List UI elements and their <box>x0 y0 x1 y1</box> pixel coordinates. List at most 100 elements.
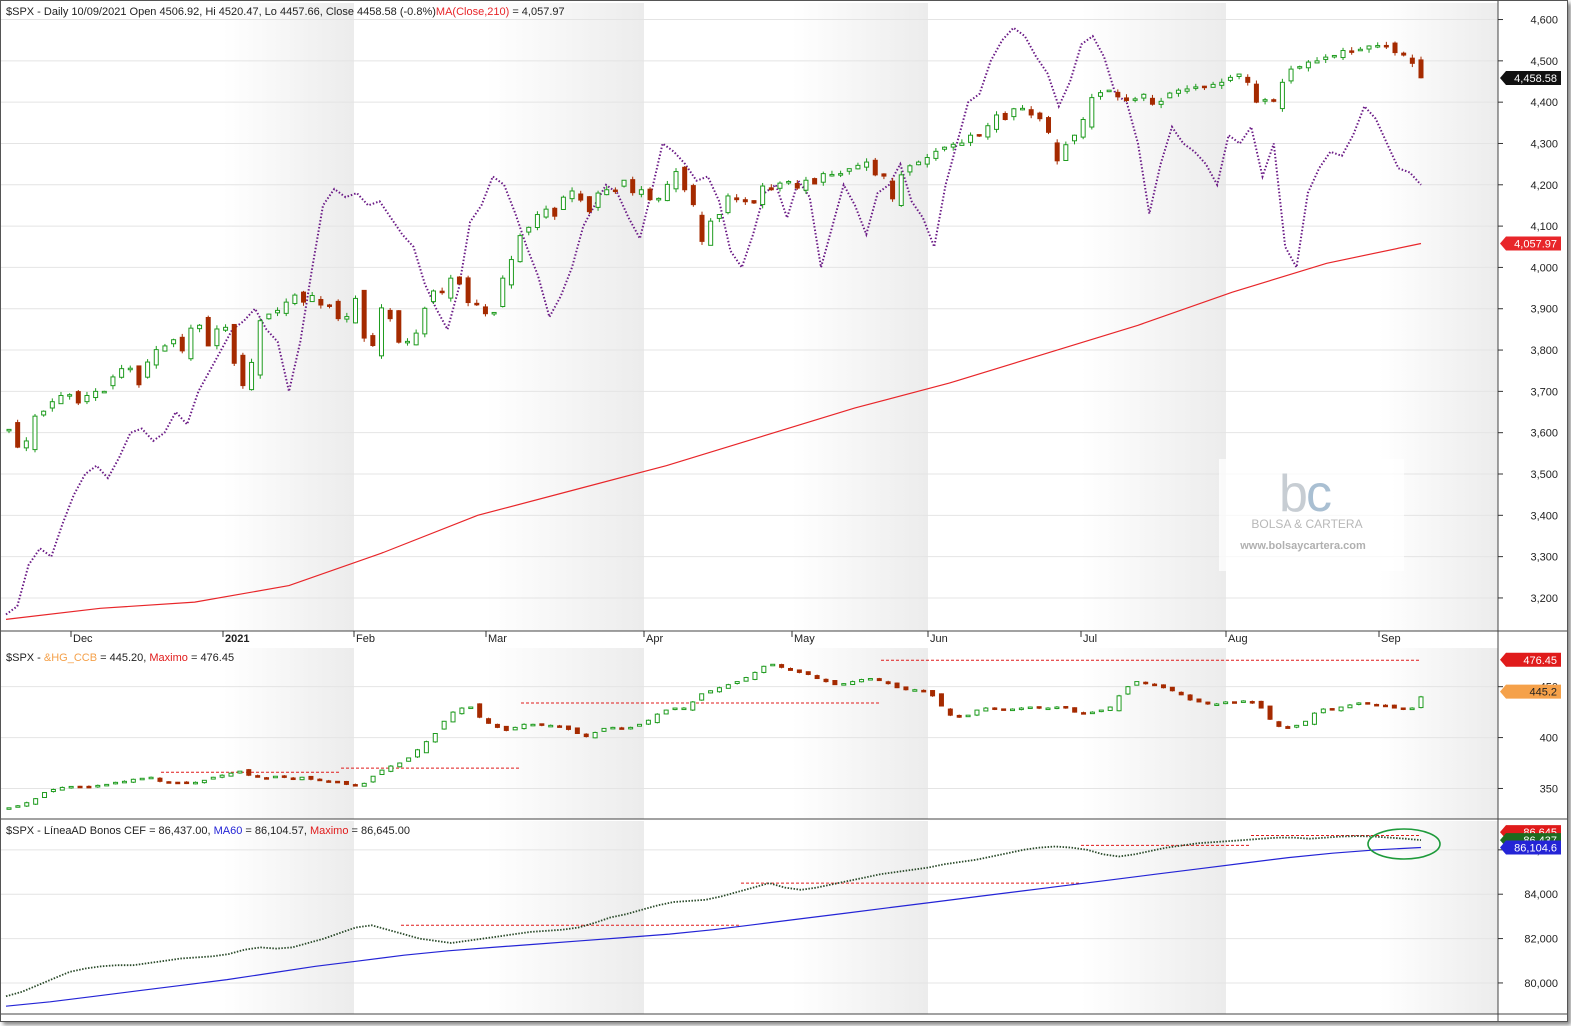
spx-candle <box>145 361 151 378</box>
hg-candle <box>59 786 65 791</box>
y-tick-label: 3,200 <box>1530 593 1558 605</box>
spx-candle <box>301 291 307 303</box>
spx-candle <box>136 365 142 386</box>
hg-candle <box>503 725 509 731</box>
hg-candle <box>1098 709 1104 713</box>
hg-candle <box>592 731 598 739</box>
spx-candle <box>1271 99 1277 102</box>
hg-candle <box>1303 720 1309 726</box>
spx-candle <box>621 179 627 187</box>
spx-candle <box>1392 42 1398 54</box>
hg-candle <box>361 782 367 787</box>
y-tick-label: 3,500 <box>1530 469 1558 481</box>
hg-candle <box>1320 708 1326 714</box>
spx-candle <box>656 197 662 201</box>
spx-candle <box>1141 93 1147 99</box>
highlight-circle <box>1367 828 1441 860</box>
hg-candle <box>166 781 172 784</box>
panel3-header: $SPX - LíneaAD Bonos CEF = 86,437.00, MA… <box>6 825 410 837</box>
spx-candle <box>15 422 21 448</box>
hg-candle <box>1232 701 1238 704</box>
month-band <box>1081 648 1226 819</box>
hg-candle <box>86 785 92 789</box>
spx-candle <box>1037 112 1043 120</box>
hg-candle <box>1249 701 1255 704</box>
hg-candle <box>157 777 163 782</box>
hg-candle <box>974 709 980 716</box>
spx-candle <box>734 197 740 201</box>
spx-candle <box>595 192 601 208</box>
hg-candle <box>965 714 971 718</box>
hg-candle <box>850 681 856 685</box>
x-tick-label: 2021 <box>225 633 249 645</box>
hg-candle <box>219 774 225 778</box>
hg-candle <box>654 713 660 724</box>
month-band <box>792 648 928 819</box>
spx-candle <box>205 316 211 347</box>
spx-candle <box>569 190 575 200</box>
hg-candle <box>583 733 589 738</box>
spx-candle <box>786 180 792 184</box>
spx-candle <box>838 173 844 176</box>
y-tick-label: 80,000 <box>1524 978 1558 990</box>
y-tick-label: 4,300 <box>1530 138 1558 150</box>
close-price-tag-bg <box>1500 70 1561 85</box>
month-band <box>1379 648 1498 819</box>
hg-candle <box>787 668 793 671</box>
spx-candle <box>647 188 653 201</box>
spx-candle <box>1357 48 1363 52</box>
hg-candle <box>992 707 998 710</box>
y-tick-label: 3,600 <box>1530 428 1558 440</box>
hg-candle <box>912 689 918 692</box>
ad-ma-tag: 86,104.6 <box>1514 843 1557 855</box>
hg-candle <box>876 678 882 682</box>
hg-candle <box>486 718 492 724</box>
hg-candle <box>237 770 243 774</box>
spx-candle <box>1020 107 1026 111</box>
spx-candle <box>820 173 826 183</box>
spx-candle <box>93 390 99 399</box>
y-tick-label: 82,000 <box>1524 934 1558 946</box>
y-tick-label: 84,000 <box>1524 889 1558 901</box>
spx-candle <box>344 316 350 320</box>
spx-candle <box>994 114 1000 130</box>
x-tick-label: Dec <box>73 633 93 645</box>
month-band <box>223 648 354 819</box>
y-tick-label: 3,700 <box>1530 386 1558 398</box>
hg-candle <box>645 719 651 725</box>
hg-candle <box>1169 686 1175 692</box>
spx-candle <box>430 290 436 303</box>
spx-candle <box>197 324 203 330</box>
spx-candle <box>846 168 852 172</box>
hg-candle <box>184 781 190 785</box>
spx-candle <box>1210 83 1216 88</box>
hg-candle <box>1187 694 1193 701</box>
spx-candle <box>283 301 289 314</box>
hg-candle <box>1240 700 1246 703</box>
ad-max-dashed <box>401 835 1421 926</box>
hg-candle <box>805 671 811 675</box>
month-band <box>1081 821 1226 1014</box>
hg-candle <box>637 723 643 727</box>
spx-candle <box>1219 81 1225 86</box>
hg-candle <box>1223 701 1229 705</box>
spx-candle <box>950 143 956 148</box>
spx-candle <box>1331 54 1337 58</box>
hg-candle <box>743 677 749 682</box>
spx-candle <box>1080 119 1086 138</box>
y-tick-label: 3,900 <box>1530 304 1558 316</box>
spx-candle <box>465 277 471 304</box>
hg-candle <box>379 769 385 775</box>
spx-candle <box>1297 66 1303 69</box>
hg-candle <box>335 780 341 784</box>
spx-candle <box>881 173 887 177</box>
hg-candle <box>6 807 12 810</box>
spx-candle <box>1097 92 1103 97</box>
hg-candle <box>1391 704 1397 709</box>
spx-candle <box>491 311 497 315</box>
spx-candle <box>335 300 341 320</box>
spx-candle <box>1227 76 1233 81</box>
spx-candle <box>604 189 610 196</box>
hg-candle <box>930 690 936 697</box>
